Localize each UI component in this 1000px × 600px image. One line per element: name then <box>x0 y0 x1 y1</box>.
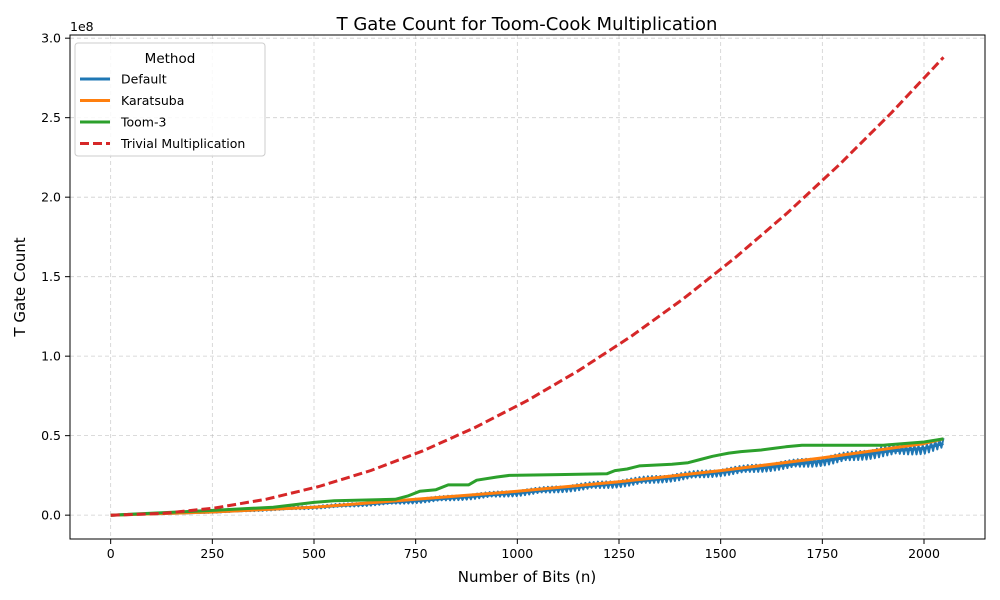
x-tick-label: 1500 <box>705 546 737 561</box>
legend-box <box>74 42 266 157</box>
legend-label-toom-3: Toom-3 <box>120 115 166 130</box>
x-tick-label: 500 <box>302 546 326 561</box>
legend-label-karatsuba: Karatsuba <box>121 93 184 108</box>
y-tick-label: 0.0 <box>41 508 61 523</box>
legend: Method Default Karatsuba Toom-3 Trivial Mul… <box>74 42 266 157</box>
series-line-karatsuba <box>110 437 944 517</box>
series-line-toom-3 <box>110 437 944 517</box>
y-tick-label: 2.5 <box>41 110 61 125</box>
y-tick-label: 1.0 <box>41 349 61 364</box>
y-tick-label: 1.5 <box>41 269 61 284</box>
y-tick-label: 0.5 <box>41 428 61 443</box>
legend-title: Method <box>145 51 196 67</box>
legend-items: Default Karatsuba Toom-3 Trivial Multiplica… <box>80 72 245 151</box>
legend-label-trivial-multiplication: Trivial Multiplication <box>120 136 245 151</box>
y-tick-label: 3.0 <box>41 31 61 46</box>
legend-label-default: Default <box>121 72 167 87</box>
y-offset-label: 1e8 <box>70 19 94 34</box>
x-tick-label: 1250 <box>603 546 635 561</box>
x-tick-label: 1750 <box>806 546 838 561</box>
grid <box>70 35 985 539</box>
axis-ticks: 0 250 500 750 1000 1250 1500 1750 2000 0.0 0.5 1.0 1… <box>41 31 940 561</box>
plot-area <box>110 56 945 517</box>
x-tick-label: 0 <box>107 546 115 561</box>
x-tick-label: 1000 <box>501 546 533 561</box>
y-axis-label: T Gate Count <box>11 237 29 337</box>
chart-title: T Gate Count for Toom-Cook Multiplicatio… <box>336 14 718 35</box>
series-line-trivial-multiplication <box>110 56 945 517</box>
x-tick-label: 2000 <box>908 546 940 561</box>
x-axis-label: Number of Bits (n) <box>458 568 596 586</box>
x-tick-label: 750 <box>404 546 428 561</box>
x-tick-label: 250 <box>200 546 224 561</box>
y-tick-label: 2.0 <box>41 190 61 205</box>
plot-frame <box>69 34 986 540</box>
